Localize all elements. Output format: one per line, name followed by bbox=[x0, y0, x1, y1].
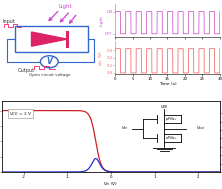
Text: Light: Light bbox=[58, 4, 72, 9]
Text: V: V bbox=[46, 57, 52, 66]
Text: $V_{DD}$ = 2 V: $V_{DD}$ = 2 V bbox=[9, 110, 32, 118]
Text: Input: Input bbox=[3, 19, 16, 24]
Y-axis label: $V_{oc}$ (V): $V_{oc}$ (V) bbox=[98, 50, 105, 66]
Polygon shape bbox=[32, 32, 67, 46]
X-axis label: Time (s): Time (s) bbox=[159, 82, 176, 86]
X-axis label: $V_{in}$ (V): $V_{in}$ (V) bbox=[103, 180, 119, 188]
Y-axis label: Light: Light bbox=[100, 15, 104, 26]
Text: Open circuit voltage: Open circuit voltage bbox=[29, 73, 70, 77]
FancyBboxPatch shape bbox=[15, 26, 88, 52]
Text: Output: Output bbox=[18, 68, 35, 73]
